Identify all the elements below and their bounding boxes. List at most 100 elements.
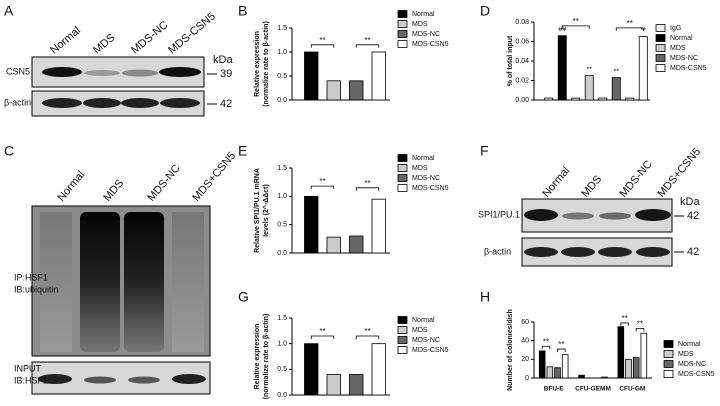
band <box>159 67 201 77</box>
x-tick-label: BFU-E <box>544 386 565 393</box>
kda-value: 42 <box>687 246 699 258</box>
band <box>636 247 670 257</box>
kda-label: kDa <box>213 54 233 66</box>
kda-label: kDa <box>680 196 700 208</box>
lane-label: MDS <box>101 177 126 203</box>
bar <box>538 350 546 379</box>
significance-label: ** <box>364 179 370 188</box>
y-axis-label: Relative expression <box>254 324 261 390</box>
significance-bracket <box>557 348 566 353</box>
significance-label: ** <box>627 19 633 28</box>
x-tick-label: CFU-GEMM <box>575 386 611 393</box>
smear <box>40 212 72 352</box>
lane-label: Normal <box>55 169 87 204</box>
band <box>84 70 120 76</box>
blot-f: Normal MDS MDS-NC MDS+CSN5 SPI1/PU.1 β-a… <box>478 146 703 267</box>
band <box>38 374 72 384</box>
legend-swatch <box>655 64 666 72</box>
y-tick-label: 1.5 <box>277 315 287 322</box>
significance-label: ** <box>622 314 628 323</box>
bar <box>611 77 621 101</box>
legend-label: MDS-CSN5 <box>412 347 449 354</box>
bar <box>546 366 554 379</box>
legend-label: Normal <box>412 11 435 18</box>
legend-label: MDS <box>412 327 428 334</box>
lane-label: MDS <box>91 32 117 57</box>
legend-swatch <box>397 336 408 344</box>
significance-label: ** <box>637 320 643 329</box>
legend-swatch <box>655 24 666 32</box>
significance-bracket <box>355 44 380 48</box>
band <box>160 98 200 108</box>
panel-label: H <box>480 289 490 305</box>
row-label: INPUT <box>14 363 42 373</box>
row-label: IB:ubiquitin <box>14 284 59 294</box>
y-tick-label: 1.0 <box>277 49 287 56</box>
y-tick-label: 1.0 <box>277 193 287 200</box>
y-tick-label: 0.5 <box>277 222 287 229</box>
band <box>524 209 558 221</box>
legend-swatch <box>397 346 408 354</box>
y-tick-label: 0.0 <box>277 392 287 399</box>
band <box>562 212 594 220</box>
y-axis-label: Relative SPI1/PU.1 mRNA <box>254 168 261 253</box>
band <box>42 98 82 108</box>
legend-swatch <box>655 34 666 42</box>
bar <box>349 80 364 101</box>
legend-label: MDS <box>670 45 686 52</box>
legend-swatch <box>655 54 666 62</box>
y-axis-label: (normalize rate to β-actin) <box>263 314 270 400</box>
legend-swatch <box>397 164 408 172</box>
bar <box>371 51 386 101</box>
significance-label: ** <box>543 337 549 346</box>
legend-swatch <box>397 10 408 18</box>
lane-label: MDS-NC <box>145 162 183 203</box>
y-tick-label: 0.00 <box>515 97 529 104</box>
legend-swatch <box>397 20 408 28</box>
band <box>561 247 595 257</box>
bar <box>554 367 561 379</box>
row-label: β-actin <box>4 97 31 107</box>
significance-label: ** <box>319 327 325 336</box>
lane-label: MDS+CSN5 <box>190 150 238 204</box>
blot-a: Normal MDS MDS-NC MDS-CSN5 CSN5 β-actin … <box>4 10 233 117</box>
legend-swatch <box>397 184 408 192</box>
band <box>42 67 82 77</box>
significance-bracket <box>635 328 645 332</box>
y-tick-label: 1.5 <box>277 25 287 32</box>
bar <box>598 97 608 101</box>
panel-label: G <box>238 289 249 305</box>
lane-label: MDS-CSN5 <box>166 10 218 56</box>
bar <box>640 332 648 379</box>
legend-swatch <box>397 316 408 324</box>
y-tick-label: 0.06 <box>515 38 529 45</box>
bar <box>544 97 554 101</box>
legend-swatch <box>663 370 674 378</box>
legend-label: Normal <box>678 341 701 348</box>
y-tick-label: 40 <box>521 338 529 345</box>
bar <box>638 36 648 101</box>
panel-label: F <box>480 143 489 159</box>
y-axis-label: (normalize rate to β-actin) <box>263 21 270 107</box>
significance-label: ** <box>364 327 370 336</box>
bar <box>349 374 364 396</box>
legend-label: MDS-NC <box>412 175 440 182</box>
bar <box>632 357 640 379</box>
band <box>524 247 558 257</box>
legend-label: MDS-CSN5 <box>412 41 449 48</box>
y-tick-label: 1.0 <box>277 341 287 348</box>
row-label: β-actin <box>484 246 511 256</box>
legend-label: MDS-CSN5 <box>412 185 449 192</box>
panel-label: D <box>480 3 490 19</box>
row-label: CSN5 <box>6 66 30 76</box>
lane-label: Normal <box>48 25 83 57</box>
bar <box>371 198 386 254</box>
bar <box>584 75 594 101</box>
legend-swatch <box>397 326 408 334</box>
legend-label: Normal <box>412 155 435 162</box>
legend-label: MDS <box>678 351 694 358</box>
kda-value: 39 <box>220 68 232 80</box>
panel-label: A <box>4 3 14 19</box>
smear <box>124 212 164 352</box>
band <box>635 209 671 221</box>
